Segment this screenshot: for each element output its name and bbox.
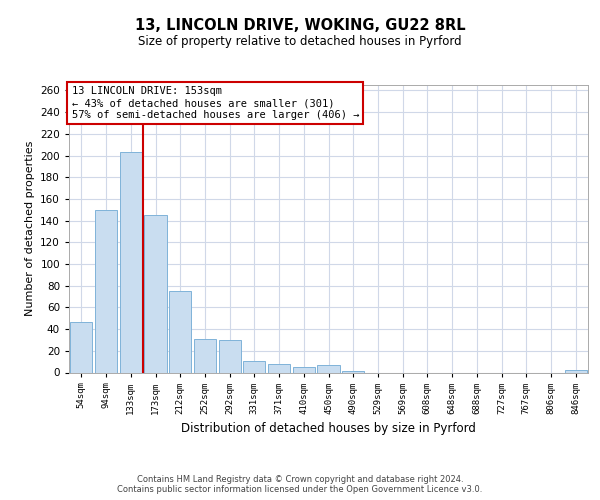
Bar [145,215,167,372]
Bar [268,364,290,372]
Bar [565,370,587,372]
Bar [70,322,92,372]
Text: 13, LINCOLN DRIVE, WOKING, GU22 8RL: 13, LINCOLN DRIVE, WOKING, GU22 8RL [134,18,466,32]
Bar [119,152,142,372]
Bar [317,365,340,372]
Y-axis label: Number of detached properties: Number of detached properties [25,141,35,316]
Bar [95,210,117,372]
Bar [293,367,315,372]
Bar [218,340,241,372]
Bar [194,339,216,372]
Text: Contains HM Land Registry data © Crown copyright and database right 2024.
Contai: Contains HM Land Registry data © Crown c… [118,474,482,494]
Bar [243,360,265,372]
Bar [169,291,191,372]
X-axis label: Distribution of detached houses by size in Pyrford: Distribution of detached houses by size … [181,422,476,435]
Text: 13 LINCOLN DRIVE: 153sqm
← 43% of detached houses are smaller (301)
57% of semi-: 13 LINCOLN DRIVE: 153sqm ← 43% of detach… [71,86,359,120]
Text: Size of property relative to detached houses in Pyrford: Size of property relative to detached ho… [138,35,462,48]
